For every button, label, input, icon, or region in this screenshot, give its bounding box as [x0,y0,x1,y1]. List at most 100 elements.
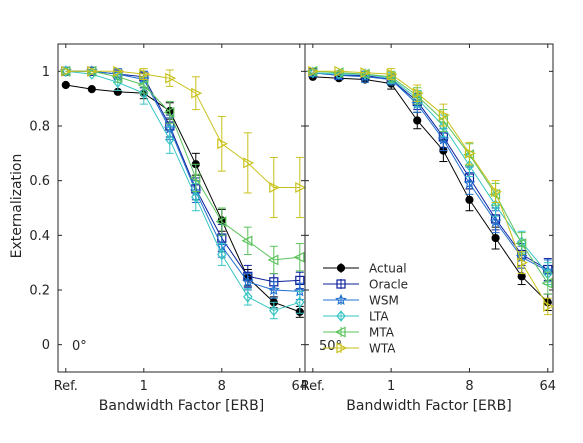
legend-item-mta: MTA [323,326,395,340]
series-line [312,72,549,272]
data-point [541,277,553,289]
legend-item-lta: LTA [323,310,389,324]
series-wta [308,65,555,316]
data-point [243,291,253,303]
data-point [293,251,305,263]
panel-1: Ref. 1 8 64 Bandwidth Factor [ERB] 50° [301,43,557,414]
data-point [61,80,70,90]
data-point [437,133,450,145]
x-tick-label: 1 [387,379,395,394]
data-point [163,106,175,118]
data-point [267,254,279,266]
legend: Actual Oracle WSM LTA MTA WTA [323,262,408,356]
y-tick-label: 0 [42,338,50,353]
data-point [489,215,502,227]
legend-label: MTA [369,326,395,340]
data-point [165,133,175,146]
data-point [412,87,424,99]
data-point [215,216,227,228]
series-line [65,70,300,292]
data-point [464,147,476,159]
data-point [308,65,320,77]
x-tick-label: Ref. [54,379,78,394]
data-point [241,235,253,247]
legend-item-oracle: Oracle [323,278,408,292]
data-point [491,233,500,243]
series-line [312,70,549,284]
data-point [517,257,529,269]
data-point [543,300,555,312]
data-point [189,172,201,184]
data-point [269,304,279,317]
x-tick-label: 64 [292,379,309,394]
y-axis-title: Externalization [9,154,25,259]
data-point [191,87,203,99]
legend-marker [336,263,346,273]
data-point [413,116,422,125]
series-line [312,72,549,270]
data-point [217,248,227,261]
data-point [139,87,149,99]
data-point [295,182,307,193]
data-point [295,296,305,309]
data-point [165,72,177,84]
series-line [312,76,549,303]
data-point [87,65,99,77]
legend-marker [335,293,347,306]
data-point [463,177,476,189]
y-tick-label: 0.6 [29,174,50,189]
data-point [332,67,344,79]
x-axis-title: Bandwidth Factor [ERB] [346,398,511,414]
data-point [191,191,201,203]
data-point [360,67,372,79]
data-point [515,238,527,250]
panel-label: 0° [72,339,87,354]
series-wta [61,65,307,219]
series-line [65,70,300,312]
series-line [65,84,300,313]
legend-marker [336,310,346,322]
legend-label: WSM [369,294,399,308]
data-point [358,68,370,80]
series-line [65,70,300,188]
data-point [243,157,255,169]
data-point [61,65,73,77]
legend-label: Actual [369,262,407,276]
legend-marker [336,279,346,289]
panel-frame [304,43,554,373]
data-point [267,283,280,296]
x-tick-label: 64 [540,379,557,394]
y-tick-label: 0.4 [29,229,50,244]
data-point [137,79,149,91]
data-point [87,85,96,94]
data-point [438,109,450,121]
legend-marker [334,326,346,338]
data-point [386,68,398,80]
legend-label: WTA [369,342,396,356]
data-point [465,195,474,204]
data-point [490,186,502,198]
data-point [113,65,125,77]
y-tick-label: 0.8 [29,120,50,135]
panel-label: 50° [319,339,342,354]
legend-label: Oracle [369,278,408,292]
legend-item-wsm: WSM [323,294,399,308]
x-tick-label: 8 [218,379,226,394]
legend-item-wta: WTA [323,342,396,356]
series-line [65,70,300,261]
series-line [312,70,549,307]
series-line [312,72,549,274]
x-tick-label: 1 [140,379,148,394]
y-tick-label: 0.2 [29,284,50,299]
data-point [269,182,281,193]
x-tick-label: 8 [465,379,473,394]
y-tick-label: 1 [42,65,50,80]
data-point [334,65,346,77]
x-tick-label: Ref. [301,379,325,394]
legend-label: LTA [369,310,389,324]
legend-marker [336,342,348,354]
legend-item-actual: Actual [323,262,407,276]
data-point [217,138,229,150]
